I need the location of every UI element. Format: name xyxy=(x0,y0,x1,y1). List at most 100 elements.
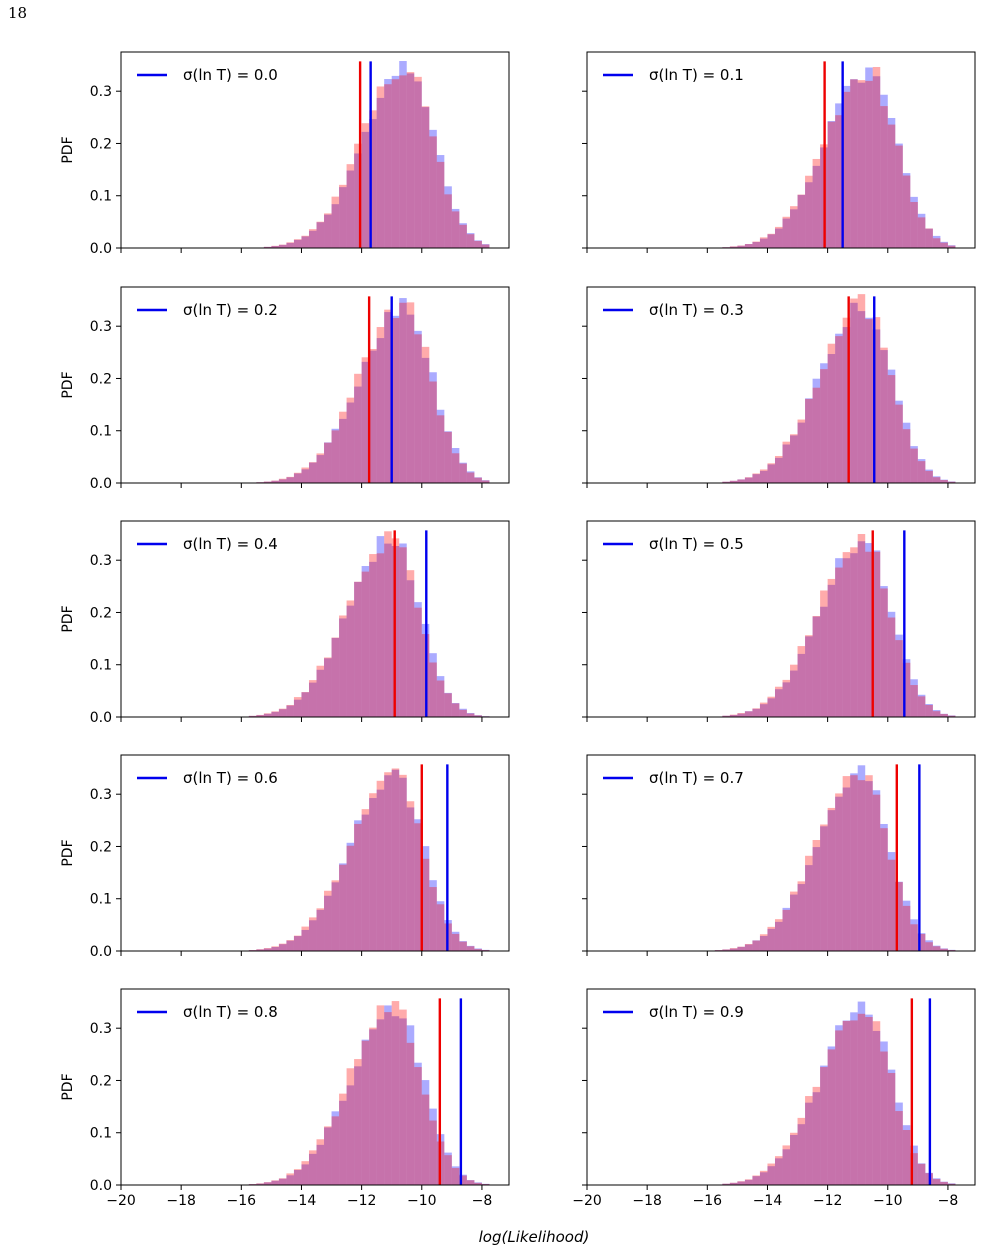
blue-histogram-bar xyxy=(369,561,377,717)
blue-histogram-bar xyxy=(391,1016,400,1185)
red-histogram-bar xyxy=(857,534,866,717)
blue-histogram-bar xyxy=(286,940,294,951)
red-histogram-bar xyxy=(805,398,813,483)
blue-histogram-bar xyxy=(895,400,903,483)
blue-histogram-bar xyxy=(451,931,460,951)
red-histogram-bar xyxy=(812,1086,821,1185)
x-tick-label: −20 xyxy=(106,1193,136,1209)
red-histogram-bar xyxy=(346,845,355,951)
blue-histogram-bar xyxy=(286,242,294,248)
blue-histogram-bar xyxy=(384,79,392,248)
blue-histogram-bar xyxy=(429,372,437,483)
red-histogram-bar xyxy=(263,246,272,248)
blue-histogram-bar xyxy=(278,1178,287,1185)
red-histogram-bar xyxy=(278,244,287,248)
blue-histogram-bar xyxy=(399,61,407,248)
y-tick-label: 0.2 xyxy=(90,371,112,387)
red-histogram-bar xyxy=(451,703,460,717)
y-tick-label: 0.3 xyxy=(90,787,112,803)
blue-histogram-bar xyxy=(399,298,407,483)
red-histogram-bar xyxy=(865,80,873,249)
blue-histogram-bar xyxy=(316,909,325,951)
axes-frame xyxy=(586,988,976,1186)
red-histogram-bar xyxy=(444,431,452,483)
red-histogram-bar xyxy=(421,858,430,951)
blue-histogram-bar xyxy=(376,97,385,248)
blue-histogram-bar xyxy=(391,75,400,248)
panel-sigma-0-7: σ(ln T) = 0.7 xyxy=(582,754,976,956)
blue-histogram-bar xyxy=(744,711,753,717)
blue-histogram-bar xyxy=(925,940,933,951)
red-histogram-bar xyxy=(324,657,332,717)
blue-histogram-bar xyxy=(248,715,257,717)
blue-histogram-bar xyxy=(339,1100,347,1185)
blue-histogram-bar xyxy=(361,1039,370,1185)
blue-histogram-bar xyxy=(421,846,430,951)
red-histogram-bar xyxy=(722,481,730,483)
blue-histogram-bar xyxy=(759,704,768,717)
blue-histogram-bar xyxy=(286,477,294,483)
red-histogram-bar xyxy=(835,1030,843,1185)
blue-histogram-bar xyxy=(324,1127,332,1185)
red-histogram-bar xyxy=(752,1175,760,1185)
blue-histogram-bar xyxy=(271,946,279,951)
blue-histogram-bar xyxy=(820,826,828,951)
red-histogram-bar xyxy=(339,615,347,717)
red-histogram-bar xyxy=(263,1182,272,1185)
red-histogram-bar xyxy=(759,702,768,717)
blue-histogram-bar xyxy=(917,933,926,951)
red-histogram-bar xyxy=(842,91,851,248)
red-histogram-bar xyxy=(850,775,858,951)
red-histogram-bar xyxy=(774,226,783,248)
blue-histogram-bar xyxy=(293,1169,302,1185)
red-histogram-bar xyxy=(857,780,866,951)
blue-histogram-bar xyxy=(774,1158,783,1185)
red-histogram-bar xyxy=(429,662,437,717)
blue-histogram-bar xyxy=(782,218,791,248)
blue-histogram-bar xyxy=(910,679,918,717)
red-histogram-bar xyxy=(466,713,475,717)
red-histogram-bar xyxy=(744,711,753,717)
red-histogram-bar xyxy=(369,793,377,951)
blue-histogram-bar xyxy=(421,1080,430,1185)
legend: σ(ln T) = 0.1 xyxy=(603,66,744,84)
blue-histogram-bar xyxy=(812,847,821,951)
red-histogram-bar xyxy=(331,196,340,248)
blue-histogram-bar xyxy=(910,1145,918,1185)
blue-histogram-bar xyxy=(466,712,475,717)
blue-histogram xyxy=(256,298,490,483)
blue-histogram-bar xyxy=(737,245,745,248)
blue-histogram-bar xyxy=(737,1181,745,1185)
red-histogram-bar xyxy=(729,480,738,483)
blue-histogram-bar xyxy=(835,558,843,717)
red-histogram-bar xyxy=(444,693,452,717)
blue-histogram-bar xyxy=(932,235,941,248)
red-histogram-bar xyxy=(293,935,302,951)
blue-histogram-bar xyxy=(895,634,903,717)
red-histogram-bar xyxy=(263,481,272,483)
panel-sigma-0-2: 0.0 0.1 0.2 0.3 PDF σ(ln T) = 0.2 xyxy=(60,286,510,492)
blue-histogram-bar xyxy=(722,1183,730,1185)
blue-histogram-bar xyxy=(827,584,836,717)
blue-histogram-bar xyxy=(947,715,956,717)
red-histogram-bar xyxy=(414,823,422,951)
blue-histogram-bar xyxy=(466,233,475,248)
red-histogram-bar xyxy=(316,665,325,717)
blue-histogram-bar xyxy=(880,350,888,483)
blue-histogram-bar xyxy=(451,447,460,483)
red-histogram-bar xyxy=(399,774,407,951)
blue-histogram-bar xyxy=(361,361,370,483)
red-histogram-bar xyxy=(827,343,836,483)
red-histogram-bar xyxy=(361,1040,370,1185)
red-histogram-bar xyxy=(324,213,332,248)
red-histogram-bar xyxy=(737,713,745,717)
blue-histogram-bar xyxy=(369,1029,377,1185)
red-histogram-bar xyxy=(376,86,385,248)
red-histogram-bar xyxy=(790,891,798,951)
red-histogram-bar xyxy=(902,429,911,483)
red-histogram-bar xyxy=(301,926,309,951)
red-histogram-bar xyxy=(384,772,392,951)
red-histogram xyxy=(256,302,490,483)
y-tick-label: 0.3 xyxy=(90,553,112,569)
